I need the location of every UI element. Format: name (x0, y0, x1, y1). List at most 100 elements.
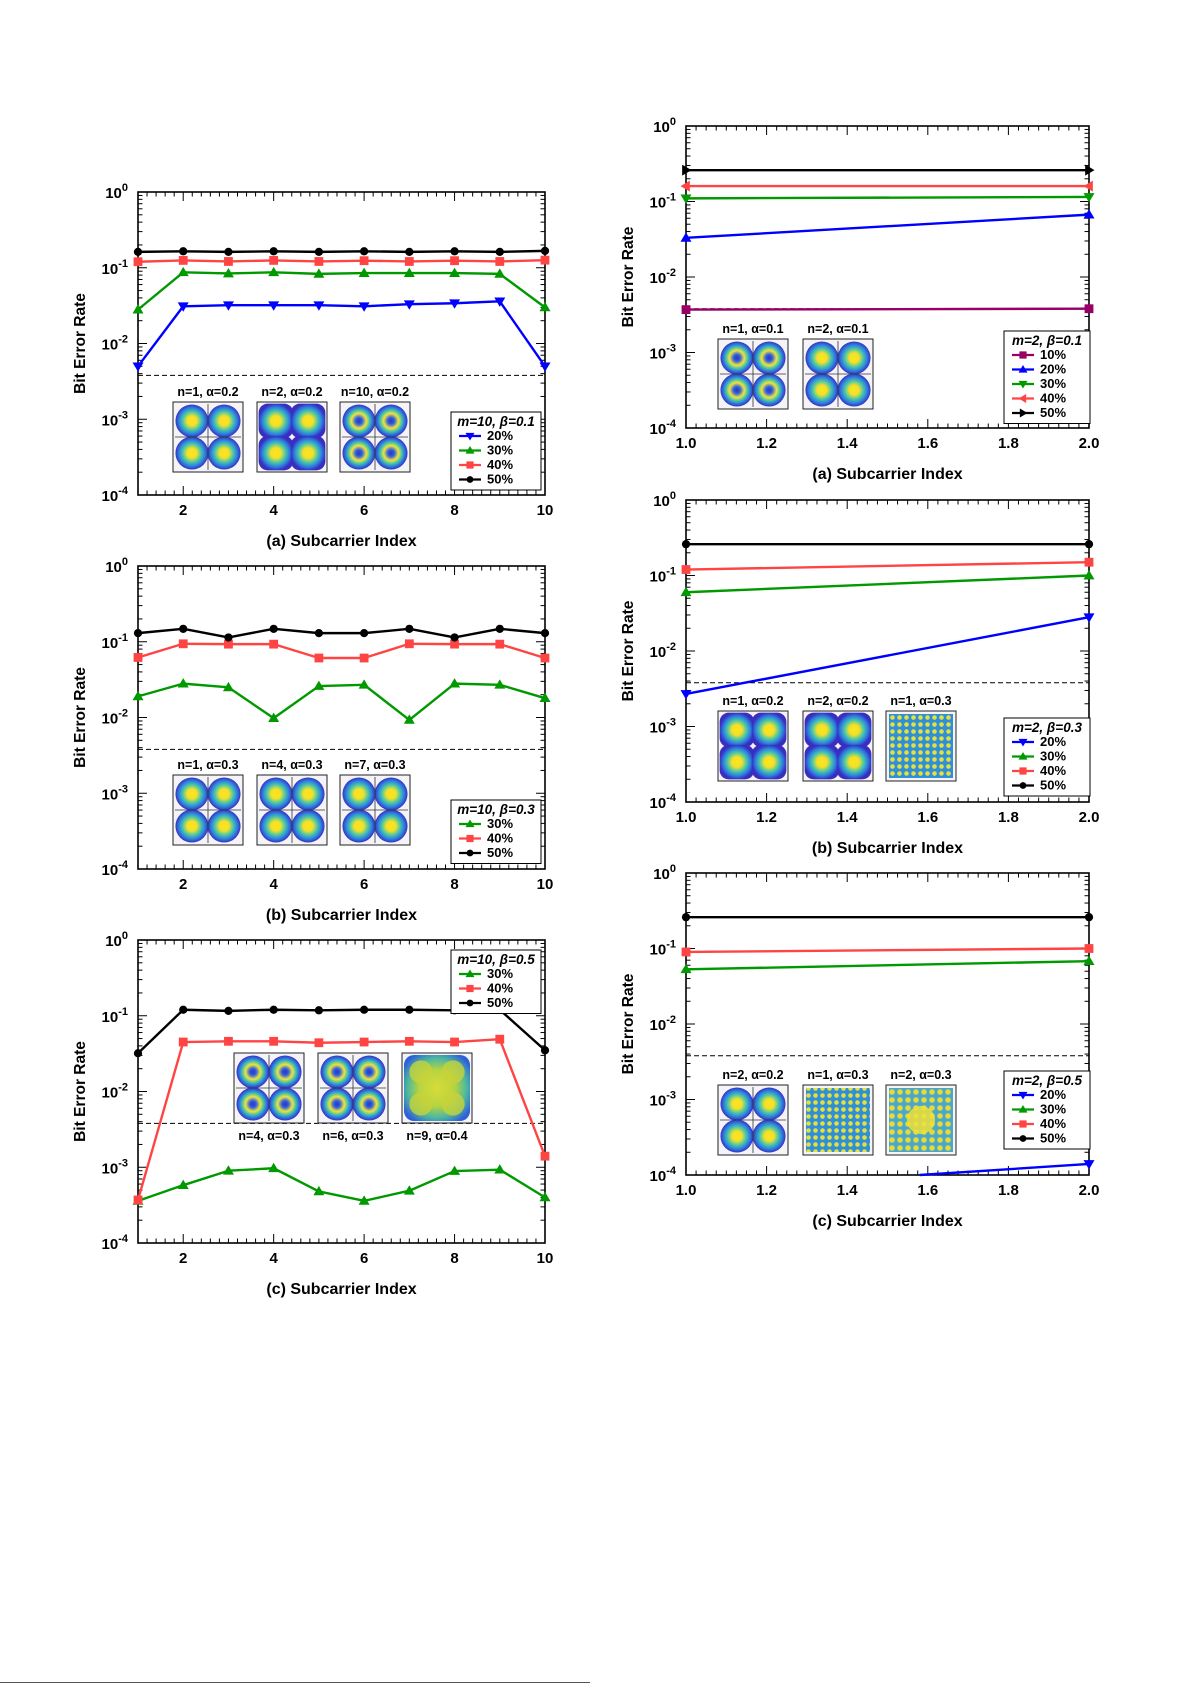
legend-marker (465, 819, 475, 828)
constellation-inset-2: n=6, α=0.3 (317, 1052, 389, 1143)
x-axis-label: (a) Subcarrier Index (266, 533, 416, 550)
inset-label: n=4, α=0.3 (261, 758, 322, 772)
data-point (177, 266, 189, 277)
data-point (540, 653, 550, 663)
legend-entry: 50% (487, 995, 513, 1010)
x-tick-label: 2.0 (1079, 435, 1100, 452)
data-point (1084, 944, 1094, 953)
data-point (268, 301, 280, 311)
data-point (269, 256, 279, 265)
data-point (539, 692, 551, 703)
legend-entry: 20% (1040, 1087, 1066, 1102)
constellation-inset-2: n=2, α=0.2 (802, 694, 874, 782)
legend-entry: 40% (487, 981, 513, 996)
data-point (132, 362, 144, 372)
inset-label: n=7, α=0.3 (344, 758, 405, 772)
data-point (681, 913, 691, 922)
inset-cluster (752, 1087, 786, 1121)
inset-cluster (258, 435, 294, 471)
data-point (405, 247, 414, 257)
inset-cluster (836, 712, 872, 748)
legend-marker (1018, 738, 1028, 747)
data-point (359, 653, 369, 663)
legend-marker (465, 446, 475, 454)
data-point (358, 267, 370, 277)
inset-cluster (719, 744, 755, 780)
y-tick-label: 10-4 (102, 485, 129, 505)
legend-marker (466, 849, 474, 857)
data-point (132, 690, 144, 701)
x-tick-label: 10 (537, 876, 554, 893)
inset-label: n=2, α=0.2 (261, 385, 322, 399)
chart-panel-r1: 1.0 1.2 1.4 1.6 1.8 2.0 10-4 10-3 10-2 10-1 100 Bit… (620, 116, 1099, 483)
data-point (269, 624, 278, 633)
inset-cluster (352, 1055, 386, 1089)
x-tick-label: 10 (537, 1250, 554, 1267)
inset-cluster (207, 404, 241, 438)
data-point (178, 256, 188, 265)
data-point (177, 302, 189, 312)
constellation-inset-3: n=9, α=0.4 (401, 1052, 473, 1143)
y-ticks (137, 192, 546, 496)
y-tick-label: 100 (105, 182, 128, 202)
chart-panel-r3: 1.0 1.2 1.4 1.6 1.8 2.0 10-4 10-3 10-2 10-1 100 Bit… (620, 863, 1099, 1230)
x-tick-label: 4 (269, 502, 278, 519)
legend-entry: 50% (1040, 1131, 1066, 1146)
x-tick-label: 2 (179, 502, 187, 519)
legend-entry: 50% (1040, 778, 1066, 793)
y-tick-label: 10-1 (102, 632, 128, 652)
data-point (314, 257, 324, 266)
y-tick-label: 10-2 (102, 708, 128, 728)
inset-cluster (175, 436, 209, 470)
inset-cluster (409, 1060, 433, 1084)
legend-marker (1018, 380, 1028, 389)
constellation-inset-3: n=2, α=0.3 (885, 1068, 957, 1156)
data-point (358, 679, 370, 689)
inset-cluster (837, 341, 871, 375)
y-tick-label: 10-2 (650, 267, 676, 287)
data-point (178, 639, 188, 649)
inset-cluster (720, 1119, 754, 1153)
x-tick-label: 6 (360, 1250, 368, 1267)
legend-marker (1019, 1120, 1027, 1128)
data-point (222, 267, 234, 278)
data-point (449, 1165, 461, 1175)
series-line-30pct (137, 682, 546, 722)
y-tick-label: 10-3 (650, 1090, 676, 1110)
legend-entry: 20% (487, 428, 513, 443)
data-point (495, 247, 504, 257)
inset-label: n=1, α=0.2 (722, 694, 783, 708)
data-point (680, 180, 690, 192)
legend-entry: 40% (1040, 763, 1066, 778)
x-tick-label: 1.2 (756, 1182, 777, 1199)
data-point (224, 247, 233, 257)
inset-cluster (236, 1087, 270, 1121)
legend-entry: 40% (487, 457, 513, 472)
x-tick-label: 1.6 (917, 435, 938, 452)
x-tick-label: 1.0 (676, 809, 697, 826)
x-tick-label: 1.6 (917, 1182, 938, 1199)
inset-cluster (268, 1055, 302, 1089)
data-point (539, 1191, 551, 1202)
constellation-inset-2: n=1, α=0.3 (802, 1068, 874, 1156)
data-point (268, 266, 280, 277)
data-point (1084, 913, 1094, 922)
inset-cluster (207, 809, 241, 843)
x-tick-label: 1.2 (756, 809, 777, 826)
data-point (404, 639, 414, 649)
legend-entry: 40% (487, 831, 513, 846)
data-point (539, 301, 551, 312)
data-point (540, 255, 550, 265)
x-tick-label: 1.4 (837, 809, 859, 826)
data-point (1083, 180, 1093, 192)
data-point (449, 678, 461, 688)
y-tick-label: 10-1 (650, 939, 676, 959)
data-point (680, 963, 692, 974)
constellation-inset-2: n=4, α=0.3 (256, 758, 328, 846)
legend-entry: 50% (487, 845, 513, 860)
legend-box (1003, 330, 1091, 424)
x-tick-label: 2 (179, 876, 187, 893)
x-tick-label: 1.0 (676, 435, 697, 452)
data-point (313, 680, 325, 690)
legend-marker (466, 834, 474, 843)
